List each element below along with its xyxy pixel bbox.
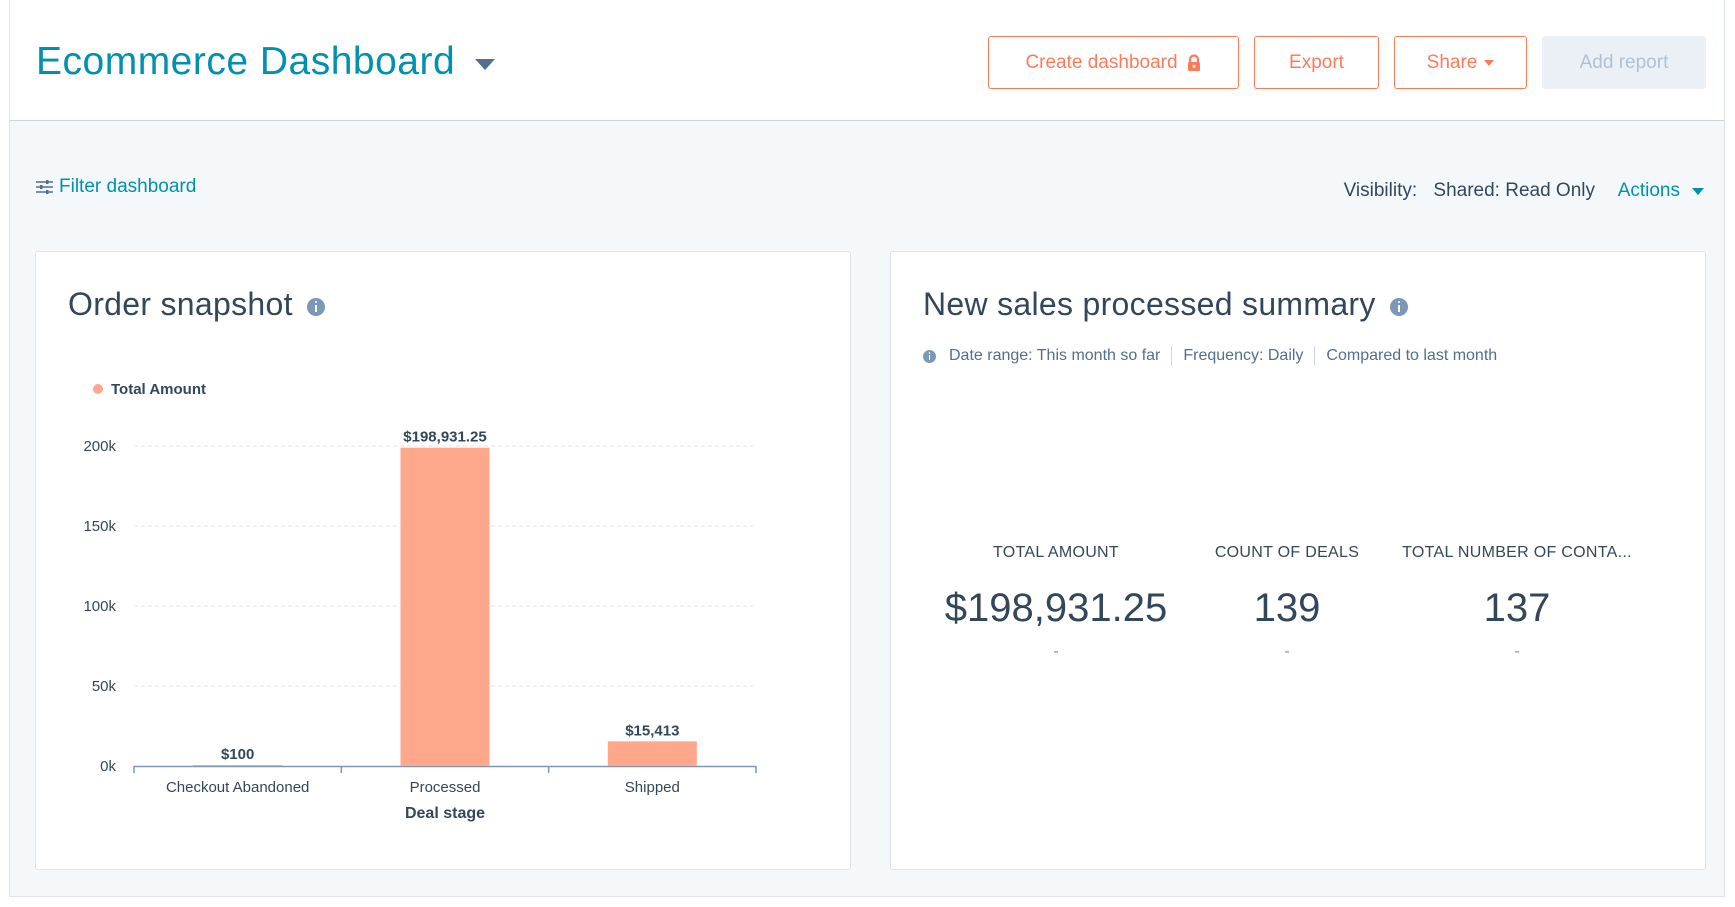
dashboard-frame: Ecommerce Dashboard Create dashboard Exp… <box>9 0 1725 897</box>
actions-label: Actions <box>1617 180 1680 201</box>
create-dashboard-button[interactable]: Create dashboard <box>988 36 1239 89</box>
kpi-count-of-deals: COUNT OF DEALS 139 - <box>1167 544 1407 661</box>
y-tick-label: 0k <box>100 758 116 775</box>
share-label: Share <box>1426 51 1478 73</box>
kpi-delta: - <box>1284 643 1290 660</box>
filter-dashboard-label: Filter dashboard <box>59 176 197 197</box>
kpi-delta: - <box>1514 643 1520 660</box>
legend-label: Total Amount <box>111 381 206 398</box>
card-title-text: Order snapshot <box>68 286 293 322</box>
visibility-status: Visibility: Shared: Read Only <box>1344 180 1595 202</box>
bar-value-label: $198,931.25 <box>403 429 486 446</box>
sales-summary-title: New sales processed summary <box>923 286 1408 323</box>
sales-summary-card: New sales processed summary Date range: … <box>890 251 1706 870</box>
comparison: Compared to last month <box>1326 347 1498 364</box>
kpi-value: $198,931.25 <box>944 586 1168 630</box>
kpi-label: TOTAL NUMBER OF CONTA... <box>1402 544 1632 561</box>
x-tick-label: Checkout Abandoned <box>166 779 309 796</box>
dashboard-toolbar: Filter dashboard Visibility: Shared: Rea… <box>10 170 1724 206</box>
x-tick-label: Shipped <box>625 779 680 796</box>
x-axis-title: Deal stage <box>405 805 485 822</box>
dashboard-switcher[interactable]: Ecommerce Dashboard <box>36 38 496 86</box>
report-meta: Date range: This month so far Frequency:… <box>923 346 1497 366</box>
export-label: Export <box>1289 51 1344 73</box>
chevron-down-icon <box>475 58 496 70</box>
kpi-value: 139 <box>1253 586 1321 630</box>
order-snapshot-bar-chart: Total Amount 0k 50k 100k 150k 200k $100 Checkou… <box>83 381 757 822</box>
info-icon <box>923 349 936 363</box>
bar <box>607 741 697 766</box>
order-snapshot-title: Order snapshot <box>68 286 325 323</box>
bar <box>400 447 490 766</box>
card-title-text: New sales processed summary <box>923 286 1376 322</box>
y-tick-label: 100k <box>83 598 116 615</box>
create-dashboard-label: Create dashboard <box>1025 51 1178 73</box>
kpi-label: TOTAL AMOUNT <box>993 544 1119 561</box>
kpi-label: COUNT OF DEALS <box>1214 544 1360 561</box>
add-report-label: Add report <box>1579 51 1669 73</box>
visibility-label: Visibility: <box>1343 180 1418 201</box>
dashboard-header: Ecommerce Dashboard Create dashboard Exp… <box>10 0 1724 121</box>
export-button[interactable]: Export <box>1254 36 1379 89</box>
legend-marker <box>93 384 103 394</box>
bar <box>193 765 283 766</box>
y-tick-label: 150k <box>83 518 116 535</box>
info-icon[interactable] <box>306 297 325 316</box>
x-tick-label: Processed <box>410 779 481 796</box>
caret-down-icon <box>1484 59 1495 66</box>
bar-value-label: $100 <box>221 746 254 763</box>
divider <box>1171 346 1173 366</box>
page-title: Ecommerce Dashboard <box>36 40 456 83</box>
caret-down-icon <box>1692 187 1704 195</box>
filter-dashboard-link[interactable]: Filter dashboard <box>36 176 196 198</box>
share-button[interactable]: Share <box>1394 36 1527 89</box>
order-snapshot-card: Order snapshot Total Amount 0k 50k 100k 150k… <box>35 251 851 870</box>
visibility-value: Shared: Read Only <box>1433 180 1595 201</box>
divider <box>1314 346 1316 366</box>
y-tick-label: 50k <box>92 678 117 695</box>
frequency: Frequency: Daily <box>1183 347 1304 364</box>
kpi-total-amount: TOTAL AMOUNT $198,931.25 - <box>936 544 1176 661</box>
kpi-delta: - <box>1053 643 1059 660</box>
kpi-total-contacts: TOTAL NUMBER OF CONTA... 137 - <box>1397 544 1637 661</box>
kpi-value: 137 <box>1483 586 1551 630</box>
y-tick-label: 200k <box>83 438 116 455</box>
info-icon[interactable] <box>1389 297 1408 316</box>
bar-value-label: $15,413 <box>625 722 679 739</box>
filter-sliders-icon <box>36 180 53 194</box>
actions-dropdown[interactable]: Actions <box>1618 180 1704 202</box>
add-report-button[interactable]: Add report <box>1542 36 1706 89</box>
date-range: Date range: This month so far <box>949 347 1161 364</box>
lock-icon <box>1187 53 1200 71</box>
